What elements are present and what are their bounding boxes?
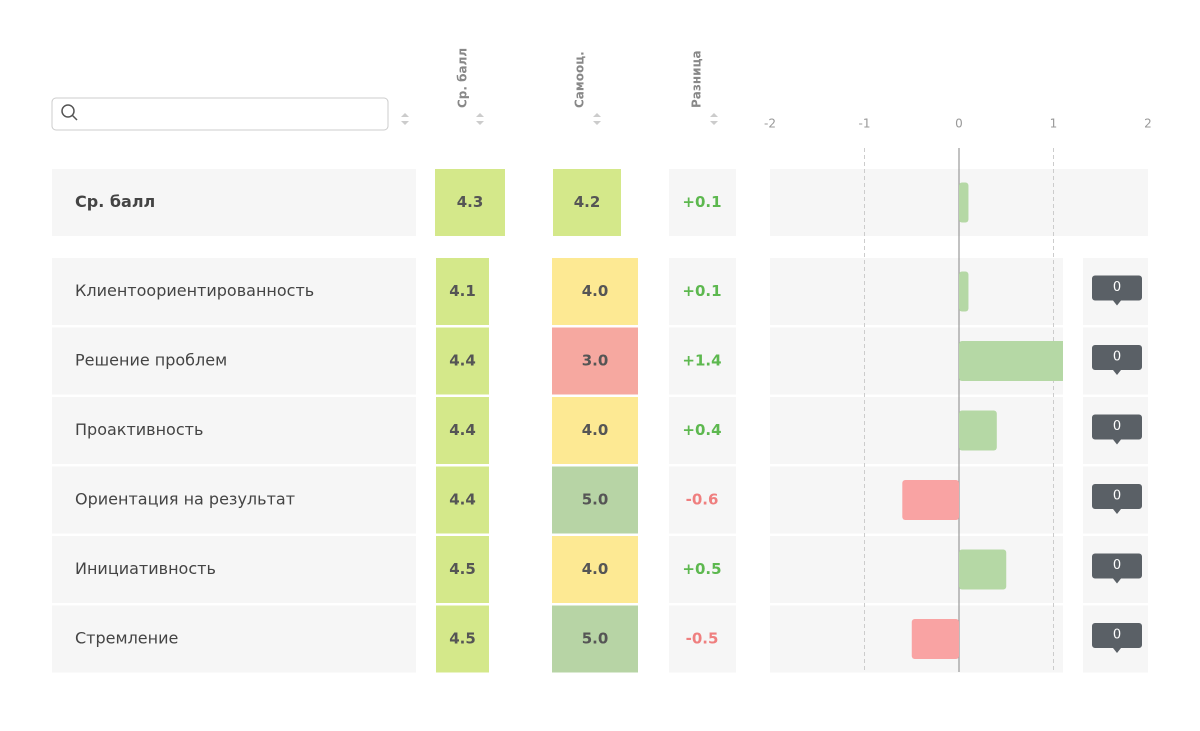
sort-icon[interactable]: [401, 113, 409, 125]
diff-cell: [669, 258, 736, 325]
chart-cell: [770, 397, 1063, 464]
diff-value: +0.1: [682, 193, 721, 211]
diff-value: +0.5: [682, 560, 721, 578]
diff-cell: [669, 397, 736, 464]
self-value: 4.0: [582, 282, 609, 300]
avg-cell: [435, 169, 505, 236]
badge-count: 0: [1113, 350, 1121, 365]
chart-cell: [770, 536, 1063, 603]
diff-cell: [669, 169, 736, 236]
self-value: 5.0: [582, 630, 609, 648]
badge-count: 0: [1113, 419, 1121, 434]
avg-value: 4.4: [449, 352, 476, 370]
x-tick-label: 2: [1144, 117, 1152, 131]
search-icon-handle: [71, 114, 78, 121]
x-tick-label: 1: [1050, 117, 1058, 131]
avg-value: 4.5: [449, 630, 476, 648]
diff-bar: [902, 480, 959, 520]
diff-value: -0.6: [686, 491, 719, 509]
x-tick-label: -1: [859, 117, 871, 131]
badge-count: 0: [1113, 489, 1121, 504]
row-name: Ср. балл: [75, 192, 155, 211]
diff-value: +0.4: [682, 421, 721, 439]
self-cell: [552, 536, 638, 603]
diff-cell: [669, 536, 736, 603]
comment-badge[interactable]: [1092, 345, 1142, 375]
self-value: 4.0: [582, 560, 609, 578]
column-header[interactable]: Самооц.: [573, 51, 587, 108]
badge-count: 0: [1113, 628, 1121, 643]
row-name: Стремление: [75, 629, 178, 648]
sort-icon[interactable]: [593, 113, 601, 125]
diff-bar: [959, 549, 1007, 590]
diff-bar: [959, 341, 1063, 381]
name-cell: [52, 466, 416, 534]
diff-bar: [959, 271, 969, 312]
avg-cell: [436, 397, 489, 464]
badge-count: 0: [1113, 280, 1121, 295]
self-cell: [552, 466, 638, 534]
name-cell: [52, 169, 416, 236]
avg-value: 4.3: [457, 193, 484, 211]
diff-value: +0.1: [682, 282, 721, 300]
avg-cell: [436, 536, 489, 603]
avg-value: 4.5: [449, 560, 476, 578]
self-value: 4.0: [582, 421, 609, 439]
self-cell: [552, 605, 638, 673]
row-name: Инициативность: [75, 559, 216, 578]
avg-cell: [436, 258, 489, 325]
self-cell: [552, 327, 638, 395]
name-cell: [52, 605, 416, 673]
diff-cell: [669, 605, 736, 673]
comment-badge[interactable]: [1092, 275, 1142, 306]
name-cell: [52, 536, 416, 603]
self-cell: [552, 258, 638, 325]
column-header[interactable]: Разница: [690, 50, 704, 108]
name-cell: [52, 258, 416, 325]
name-cell: [52, 327, 416, 395]
comment-badge[interactable]: [1092, 623, 1142, 653]
diff-bar: [959, 182, 969, 223]
diff-cell: [669, 327, 736, 395]
x-tick-label: -2: [764, 117, 776, 131]
diff-value: -0.5: [686, 630, 719, 648]
self-cell: [552, 397, 638, 464]
row-name: Ориентация на результат: [75, 490, 295, 509]
diff-bar: [911, 619, 959, 659]
self-value: 5.0: [582, 491, 609, 509]
row-name: Клиентоориентированность: [75, 281, 314, 300]
search-icon: [61, 104, 75, 118]
diff-bar: [959, 410, 997, 451]
x-tick-label: 0: [955, 117, 963, 131]
badge-count: 0: [1113, 558, 1121, 573]
self-value: 4.2: [574, 193, 601, 211]
avg-cell: [436, 327, 489, 395]
chart-cell: [770, 258, 1063, 325]
comment-badge[interactable]: [1092, 553, 1142, 584]
search-box[interactable]: [51, 97, 389, 131]
diff-value: +1.4: [682, 352, 721, 370]
comment-badge[interactable]: [1092, 484, 1142, 514]
avg-value: 4.4: [449, 491, 476, 509]
avg-cell: [436, 605, 489, 673]
diff-cell: [669, 466, 736, 534]
row-name: Решение проблем: [75, 351, 227, 370]
self-value: 3.0: [582, 352, 609, 370]
avg-value: 4.1: [449, 282, 476, 300]
avg-cell: [436, 466, 489, 534]
name-cell: [52, 397, 416, 464]
sort-icon[interactable]: [476, 113, 484, 125]
self-cell: [553, 169, 621, 236]
sort-icon[interactable]: [710, 113, 718, 125]
comment-badge[interactable]: [1092, 414, 1142, 445]
column-header[interactable]: Ср. балл: [456, 48, 470, 108]
row-name: Проактивность: [75, 420, 203, 439]
avg-value: 4.4: [449, 421, 476, 439]
